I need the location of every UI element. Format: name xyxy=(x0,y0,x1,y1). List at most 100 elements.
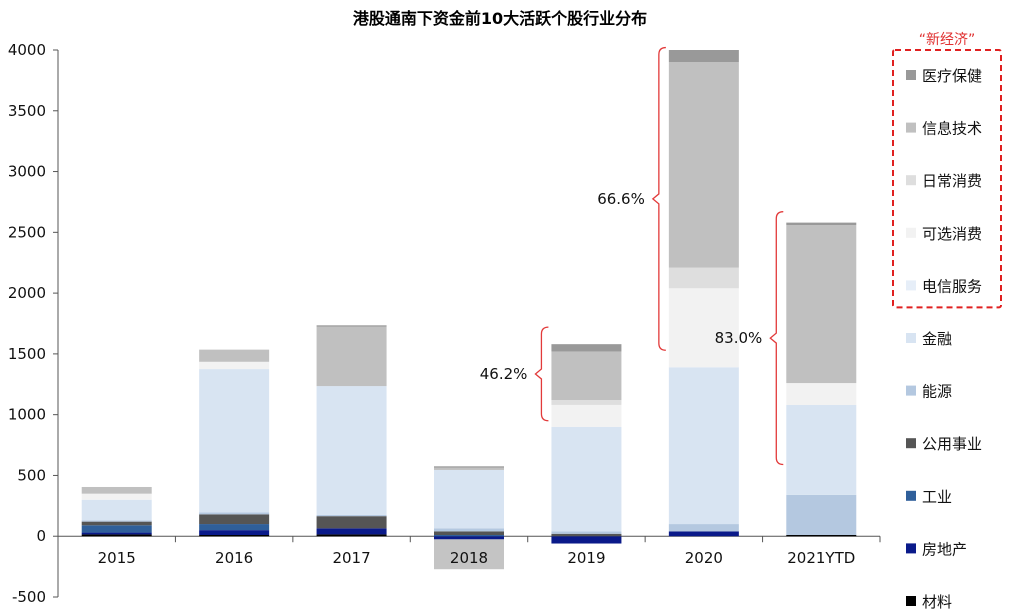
bar-2020-医疗保健 xyxy=(668,50,739,63)
legend-label-信息技术: 信息技术 xyxy=(922,120,982,138)
bar-2016-信息技术 xyxy=(199,349,270,362)
bar-2016-房地产 xyxy=(199,530,270,536)
bar-2019-日常消费 xyxy=(551,400,622,405)
chart-title: 港股通南下资金前10大活跃个股行业分布 xyxy=(353,9,647,28)
y-tick-label-3000: 3000 xyxy=(8,163,46,181)
bar-2017-公用事业 xyxy=(316,516,387,529)
legend-swatch-材料 xyxy=(906,596,916,606)
x-tick-label-2020: 2020 xyxy=(685,549,723,567)
y-tick-label-1500: 1500 xyxy=(8,345,46,363)
y-tick-label-4000: 4000 xyxy=(8,41,46,59)
bar-2018-金融 xyxy=(434,469,504,529)
legend-label-公用事业: 公用事业 xyxy=(922,435,982,453)
bar-2021YTD-医疗保健 xyxy=(786,222,857,226)
bracket-2019 xyxy=(534,326,549,422)
legend-label-电信服务: 电信服务 xyxy=(922,277,982,295)
bar-2021YTD-能源 xyxy=(786,494,857,536)
y-tick-label-2000: 2000 xyxy=(8,284,46,302)
bar-2015-公用事业 xyxy=(81,521,152,526)
bar-2016-工业 xyxy=(199,524,270,531)
legend-label-日常消费: 日常消费 xyxy=(922,172,982,190)
bar-2019-信息技术 xyxy=(551,351,622,401)
y-tick-label-0: 0 xyxy=(36,527,46,545)
bar-2015-金融 xyxy=(81,499,152,521)
bar-2015-信息技术 xyxy=(81,486,152,494)
bar-2019-可选消费 xyxy=(551,404,622,427)
x-tick-label-2019: 2019 xyxy=(567,549,605,567)
bar-2019-医疗保健 xyxy=(551,344,622,352)
bar-2017-材料 xyxy=(316,534,387,537)
bar-2021YTD-信息技术 xyxy=(786,225,857,384)
legend-swatch-信息技术 xyxy=(906,122,916,133)
legend-label-房地产: 房地产 xyxy=(922,540,967,558)
y-tick-label-2500: 2500 xyxy=(8,223,46,241)
bar-2018-工业 xyxy=(434,535,504,537)
x-tick-label-2016: 2016 xyxy=(215,549,253,567)
legend-swatch-能源 xyxy=(906,385,916,396)
bar-2015-房地产 xyxy=(81,532,152,535)
bar-2016-可选消费 xyxy=(199,361,270,370)
bar-2019-公用事业 xyxy=(551,533,622,537)
x-tick-label-2017: 2017 xyxy=(332,549,370,567)
share-label-2021YTD: 83.0% xyxy=(715,329,763,347)
bar-2015-能源 xyxy=(81,520,152,522)
bar-2015-可选消费 xyxy=(81,493,152,500)
bar-2020-能源 xyxy=(668,524,739,532)
bar-2016-金融 xyxy=(199,369,270,513)
y-tick-label-3500: 3500 xyxy=(8,102,46,120)
legend-label-工业: 工业 xyxy=(922,488,952,506)
new-economy-box xyxy=(892,49,1002,309)
legend-label-可选消费: 可选消费 xyxy=(922,225,982,243)
legend-label-能源: 能源 xyxy=(922,383,952,401)
y-tick-label--500: -500 xyxy=(12,588,46,606)
legend-label-医疗保健: 医疗保健 xyxy=(922,67,982,85)
bar-2020-可选消费 xyxy=(668,288,739,368)
legend-swatch-电信服务 xyxy=(906,280,916,291)
bar-2016-材料 xyxy=(199,535,270,537)
legend-swatch-工业 xyxy=(906,490,916,501)
bar-2018-能源 xyxy=(434,528,504,532)
y-tick-label-1000: 1000 xyxy=(8,406,46,424)
bar-2017-医疗保健 xyxy=(316,325,387,327)
legend-swatch-房地产 xyxy=(906,543,916,554)
bar-2019-能源 xyxy=(551,531,622,534)
bracket-2021YTD xyxy=(769,211,784,466)
bar-2018-房地产 xyxy=(434,536,504,540)
bar-2020-信息技术 xyxy=(668,62,739,268)
bar-2019-金融 xyxy=(551,426,622,532)
bracket-2020 xyxy=(651,46,666,351)
bar-2021YTD-金融 xyxy=(786,404,857,495)
highlight-label-bg xyxy=(434,539,504,570)
bar-2021YTD-材料 xyxy=(786,535,857,537)
bar-2020-房地产 xyxy=(668,531,739,537)
x-tick-label-2018: 2018 xyxy=(450,549,488,567)
legend-swatch-医疗保健 xyxy=(906,70,916,80)
share-label-2019: 46.2% xyxy=(480,365,528,383)
x-tick-label-2021YTD: 2021YTD xyxy=(787,549,855,567)
new-economy-label: “新经济” xyxy=(919,32,976,48)
bar-2016-公用事业 xyxy=(199,514,270,525)
legend-swatch-金融 xyxy=(906,333,916,343)
bar-2021YTD-可选消费 xyxy=(786,383,857,405)
bar-2018-公用事业 xyxy=(434,531,504,536)
legend-swatch-日常消费 xyxy=(906,175,916,186)
bar-2017-房地产 xyxy=(316,528,387,535)
share-label-2020: 66.6% xyxy=(597,190,645,208)
x-tick-label-2015: 2015 xyxy=(98,549,136,567)
bar-2019-房地产 xyxy=(551,536,622,544)
bar-2015-工业 xyxy=(81,525,152,533)
legend-label-材料: 材料 xyxy=(922,593,952,611)
legend-swatch-公用事业 xyxy=(906,438,916,449)
bar-2018-信息技术 xyxy=(434,467,504,470)
y-tick-label-500: 500 xyxy=(17,466,46,484)
bar-2017-能源 xyxy=(316,514,387,517)
legend-swatch-可选消费 xyxy=(906,227,916,238)
bar-2020-金融 xyxy=(668,367,739,525)
bar-2017-信息技术 xyxy=(316,326,387,387)
bar-2018-医疗保健 xyxy=(434,466,504,468)
legend-label-金融: 金融 xyxy=(922,330,952,348)
bar-2017-金融 xyxy=(316,386,387,515)
bar-2016-能源 xyxy=(199,512,270,515)
